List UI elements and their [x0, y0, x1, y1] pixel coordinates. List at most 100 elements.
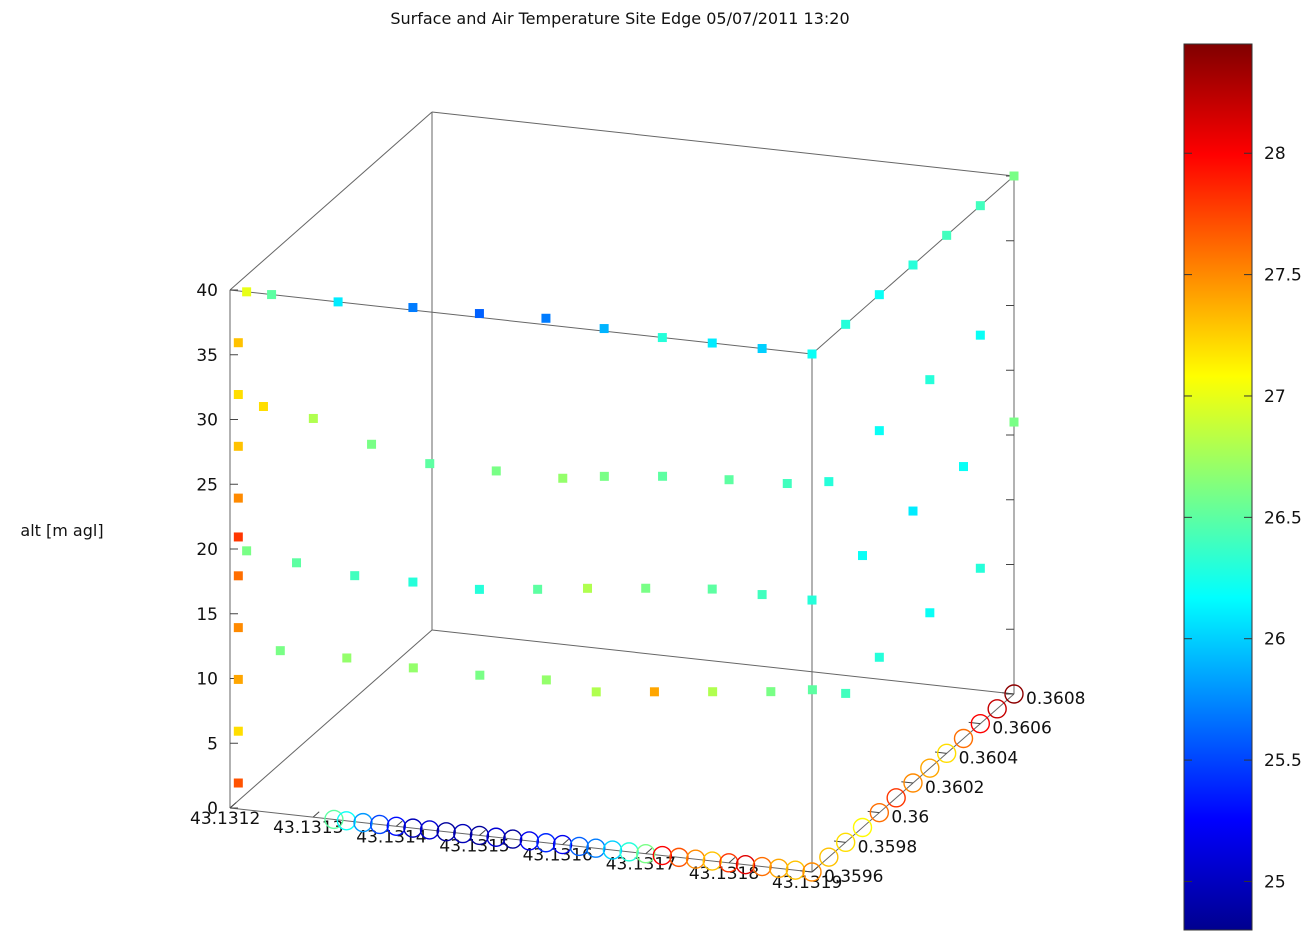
surface-temp-point [1004, 684, 1024, 704]
air-temp-point [757, 344, 767, 354]
x-tick-mark [811, 866, 819, 873]
x-tick-mark [645, 847, 653, 855]
air-temp-point [275, 646, 285, 656]
air-temp-point [583, 583, 593, 593]
air-temp-point [333, 297, 343, 307]
surface-temp-point [785, 860, 806, 880]
y-tick-mark [968, 721, 981, 725]
air-temp-point [408, 663, 418, 673]
box-edge [431, 629, 1015, 695]
y-tick-mark [833, 840, 846, 843]
surface-temp-point [953, 728, 974, 749]
air-temp-point [975, 201, 985, 211]
y-tick-label: 0.3606 [992, 719, 1051, 739]
air-temp-point [807, 595, 817, 605]
y-tick-mark [800, 870, 813, 873]
surface-temp-point [802, 862, 822, 882]
colorbar-tick-label: 27 [1264, 387, 1286, 407]
x-tick-mark [395, 820, 403, 827]
colorbar-tick-label: 27.5 [1264, 266, 1302, 286]
surface-temp-point [536, 833, 556, 853]
air-temp-point [367, 439, 377, 449]
colorbar-tick-label: 25.5 [1264, 751, 1302, 771]
z-tick-label: 10 [196, 670, 218, 690]
air-temp-point [908, 506, 918, 516]
x-tick-label: 43.1314 [356, 827, 426, 847]
surface-temp-point [835, 832, 856, 853]
z-tick-label: 0 [207, 799, 218, 819]
air-temp-point [233, 441, 243, 451]
surface-temp-point [903, 773, 923, 793]
air-temp-point [874, 426, 884, 436]
x-tick-mark [562, 838, 569, 845]
air-temp-point [242, 546, 252, 556]
colorbar-ticks: 25 25.5 26 26.5 27 27.5 28 [1184, 144, 1302, 892]
air-temp-point [975, 330, 985, 340]
air-temp-point [350, 571, 360, 581]
surface-temp-point [469, 825, 490, 846]
colorbar-tick-label: 26.5 [1264, 508, 1302, 528]
surface-temp-point [702, 851, 722, 871]
z-tick-label: 20 [196, 540, 218, 560]
x-tick-mark [229, 802, 237, 809]
chart-title: Surface and Air Temperature Site Edge 05… [390, 9, 849, 28]
surface-temp-point [636, 844, 656, 864]
air-temp-point [475, 670, 485, 680]
air-temp-point [474, 309, 484, 319]
air-temp-point [724, 475, 734, 485]
air-temp-point [641, 583, 651, 593]
air-temp-point [841, 319, 851, 329]
air-temp-point [658, 471, 668, 481]
x-tick-label: 43.1315 [439, 836, 509, 856]
z-tick-label: 35 [196, 346, 218, 366]
air-temp-point [1009, 417, 1019, 427]
surface-temp-point [920, 758, 940, 778]
surface-temp-point [353, 812, 373, 833]
air-temp-point [1009, 171, 1019, 181]
surface-temp-point [436, 822, 456, 842]
surface-temp-point [735, 854, 756, 875]
air-temp-point [908, 260, 918, 270]
z-tick-label: 5 [207, 734, 218, 754]
box-edge [431, 111, 1015, 177]
axes-box [229, 111, 1015, 873]
air-temp-point [824, 477, 834, 487]
air-temp-point [233, 674, 243, 684]
air-temp-point [491, 466, 501, 476]
surface-temp-point [819, 847, 839, 867]
surface-temp-point [386, 816, 406, 836]
air-temp-point [599, 471, 609, 481]
x-tick-mark [728, 857, 736, 864]
y-tick-label: 0.3602 [925, 778, 984, 798]
air-temp-point [533, 584, 543, 594]
surface-temp-point [453, 823, 473, 844]
surface-temp-point [502, 829, 523, 849]
air-temp-point [707, 338, 717, 348]
air-temp-point [233, 778, 243, 788]
y-tick-label: 0.3598 [858, 837, 917, 857]
air-temp-point [708, 687, 718, 697]
air-temp-point [558, 473, 568, 483]
surface-temp-point [486, 827, 506, 847]
z-tick-label: 40 [196, 281, 218, 301]
air-temp-point [599, 324, 609, 334]
surface-temp-point [685, 849, 706, 869]
air-temp-point [233, 390, 243, 400]
air-temp-point [258, 401, 268, 411]
x-tick-mark [312, 811, 320, 818]
air-temp-point [474, 584, 484, 594]
x-tick-label: 43.1319 [772, 873, 842, 893]
surface-temp-point [324, 809, 344, 830]
air-temp-point [233, 493, 243, 503]
air-temp-point [757, 590, 767, 600]
air-temp-point [959, 462, 968, 472]
air-temp-point [807, 685, 817, 695]
air-temp-point [342, 653, 352, 663]
air-temp-point [649, 687, 659, 697]
y-tick-label: 0.3596 [824, 867, 883, 887]
surface-temp-point [369, 814, 390, 835]
air-temp-point [975, 563, 985, 573]
colorbar-tick-label: 26 [1264, 630, 1286, 650]
data-points [233, 171, 1024, 882]
air-temp-point [942, 230, 952, 240]
